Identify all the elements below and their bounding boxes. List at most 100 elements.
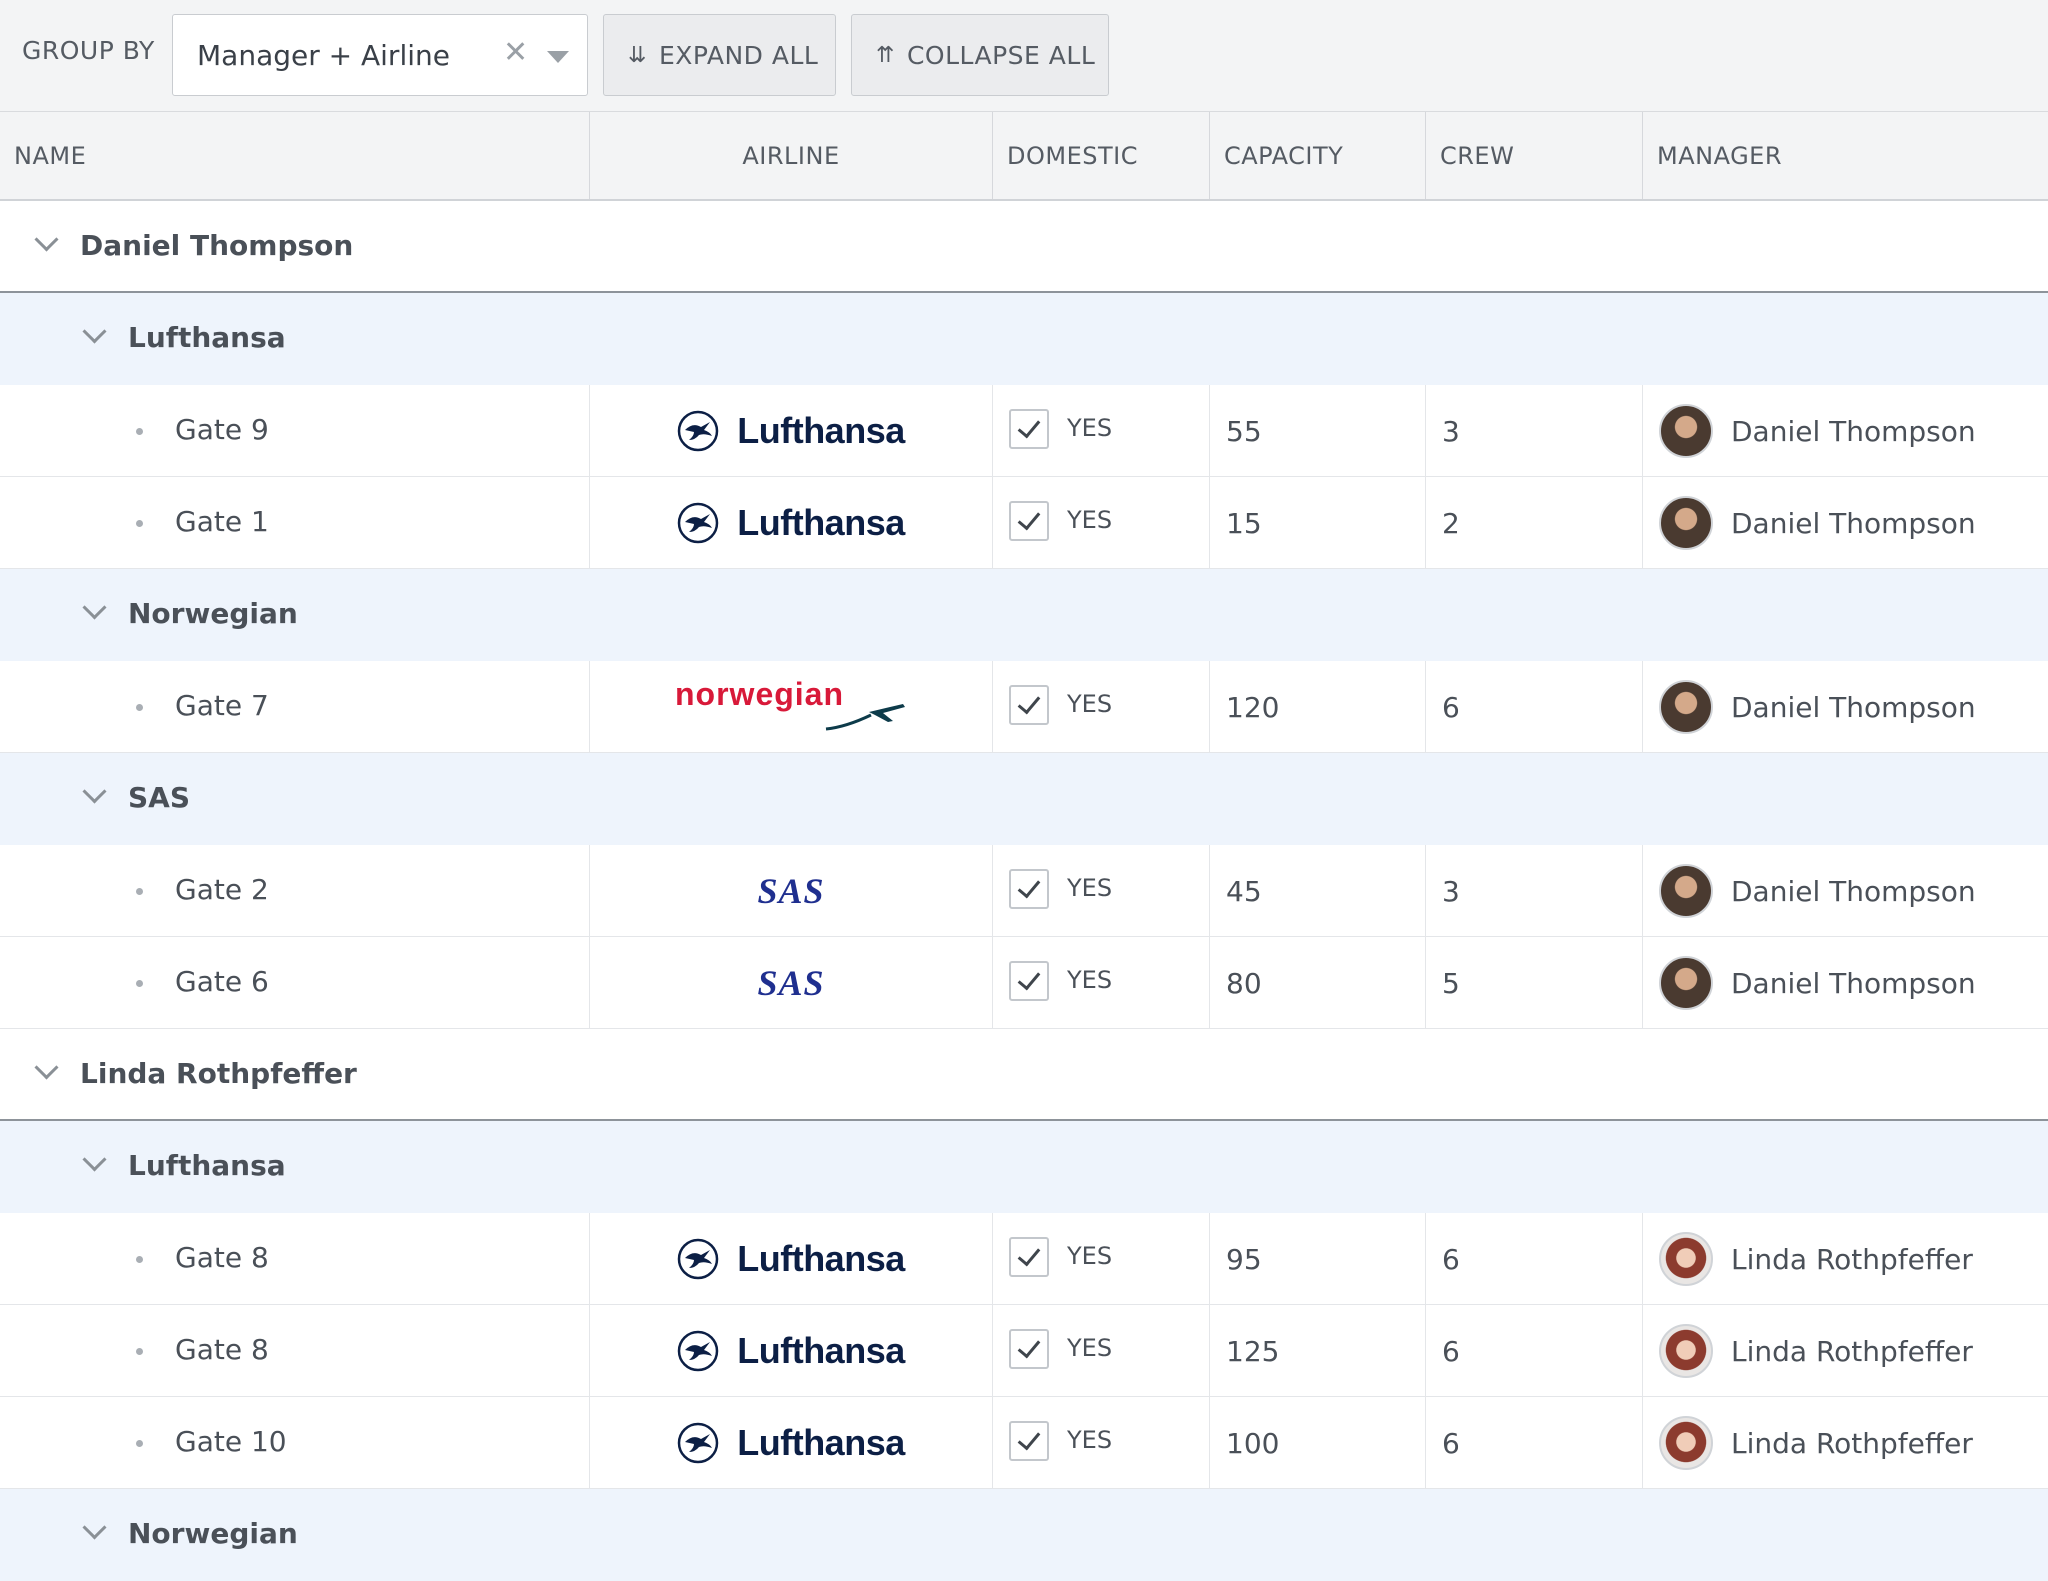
bullet-icon xyxy=(136,1256,143,1263)
avatar xyxy=(1659,1232,1713,1286)
cell-name: Gate 1 xyxy=(0,477,590,569)
chevron-down-icon[interactable] xyxy=(82,1147,107,1172)
cell-crew: 5 xyxy=(1426,937,1643,1029)
cell-airline: Lufthansa xyxy=(590,1397,993,1489)
cell-name: Gate 8 xyxy=(0,1305,590,1397)
domestic-checkbox[interactable] xyxy=(1009,961,1049,1001)
cell-manager: Daniel Thompson xyxy=(1643,477,2048,569)
column-header-airline[interactable]: AIRLINE xyxy=(590,112,993,199)
cell-capacity: 80 xyxy=(1210,937,1426,1029)
table-row[interactable]: Gate 7 norwegian YES 120 6 Daniel Thompson xyxy=(0,661,2048,753)
group-by-value: Manager + Airline xyxy=(197,39,450,72)
domestic-checkbox[interactable] xyxy=(1009,869,1049,909)
cell-domestic: YES xyxy=(993,937,1210,1029)
chevron-down-icon[interactable] xyxy=(82,319,107,344)
table-row[interactable]: Gate 9 Lufthansa YES 55 3 Daniel Thompson xyxy=(0,385,2048,477)
group-by-select[interactable]: Manager + Airline ✕ xyxy=(172,14,588,96)
crew-value: 6 xyxy=(1442,1242,1460,1276)
crew-value: 6 xyxy=(1442,690,1460,724)
domestic-checkbox[interactable] xyxy=(1009,501,1049,541)
manager-name: Linda Rothpfeffer xyxy=(1731,1426,1973,1460)
group-row-airline[interactable]: Norwegian xyxy=(0,569,2048,661)
group-title: Lufthansa xyxy=(128,321,286,354)
chevron-down-icon[interactable] xyxy=(34,1055,59,1080)
bullet-icon xyxy=(136,1440,143,1447)
gate-name: Gate 2 xyxy=(175,873,269,906)
crew-value: 5 xyxy=(1442,966,1460,1000)
group-row-manager[interactable]: Daniel Thompson xyxy=(0,201,2048,293)
capacity-value: 15 xyxy=(1226,506,1262,540)
column-header-crew[interactable]: CREW xyxy=(1426,112,1643,199)
cell-crew: 6 xyxy=(1426,1213,1643,1305)
cell-crew: 6 xyxy=(1426,661,1643,753)
cell-airline: SAS xyxy=(590,937,993,1029)
close-icon[interactable]: ✕ xyxy=(503,35,529,70)
column-header-manager[interactable]: MANAGER xyxy=(1657,141,1783,170)
crane-icon xyxy=(677,410,719,452)
table-row[interactable]: Gate 10 Lufthansa YES 100 6 Linda Rothpfeffer xyxy=(0,1397,2048,1489)
collapse-all-button[interactable]: ⇈ COLLAPSE ALL xyxy=(851,14,1109,96)
group-row-airline[interactable]: Lufthansa xyxy=(0,1121,2048,1213)
bullet-icon xyxy=(136,704,143,711)
group-row-airline[interactable]: SAS xyxy=(0,753,2048,845)
table-row[interactable]: Gate 8 Lufthansa YES 95 6 Linda Rothpfeffer xyxy=(0,1213,2048,1305)
chevron-down-icon[interactable] xyxy=(82,595,107,620)
avatar xyxy=(1659,864,1713,918)
cell-manager: Linda Rothpfeffer xyxy=(1643,1305,2048,1397)
expand-all-button[interactable]: ⇊ EXPAND ALL xyxy=(603,14,836,96)
group-title: Norwegian xyxy=(128,597,298,630)
domestic-checkbox[interactable] xyxy=(1009,409,1049,449)
swoosh-icon xyxy=(825,713,872,731)
domestic-checkbox[interactable] xyxy=(1009,1237,1049,1277)
group-row-airline[interactable]: Norwegian xyxy=(0,1489,2048,1581)
column-header-name[interactable]: NAME xyxy=(0,112,590,199)
chevron-down-icon[interactable] xyxy=(547,51,569,63)
bullet-icon xyxy=(136,428,143,435)
domestic-value: YES xyxy=(1067,1334,1113,1362)
group-row-airline[interactable]: Lufthansa xyxy=(0,293,2048,385)
table-row[interactable]: Gate 1 Lufthansa YES 15 2 Daniel Thompson xyxy=(0,477,2048,569)
lufthansa-wordmark: Lufthansa xyxy=(737,1238,905,1279)
cell-name: Gate 7 xyxy=(0,661,590,753)
column-header-domestic[interactable]: DOMESTIC xyxy=(993,112,1210,199)
sas-logo: SAS xyxy=(590,962,992,1004)
manager-name: Daniel Thompson xyxy=(1731,690,1976,724)
domestic-value: YES xyxy=(1067,1426,1113,1454)
column-header-capacity[interactable]: CAPACITY xyxy=(1210,112,1426,199)
cell-airline: SAS xyxy=(590,845,993,937)
sas-wordmark: SAS xyxy=(757,871,825,911)
domestic-checkbox[interactable] xyxy=(1009,685,1049,725)
cell-manager: Linda Rothpfeffer xyxy=(1643,1397,2048,1489)
table-row[interactable]: Gate 2 SAS YES 45 3 Daniel Thompson xyxy=(0,845,2048,937)
cell-capacity: 125 xyxy=(1210,1305,1426,1397)
capacity-value: 55 xyxy=(1226,414,1262,448)
cell-airline: norwegian xyxy=(590,661,993,753)
capacity-value: 125 xyxy=(1226,1334,1280,1368)
cell-manager: Daniel Thompson xyxy=(1643,661,2048,753)
crew-value: 6 xyxy=(1442,1334,1460,1368)
cell-manager: Daniel Thompson xyxy=(1643,937,2048,1029)
double-chevron-up-icon: ⇈ xyxy=(876,42,895,68)
cell-domestic: YES xyxy=(993,1305,1210,1397)
crew-value: 3 xyxy=(1442,414,1460,448)
cell-capacity: 120 xyxy=(1210,661,1426,753)
domestic-value: YES xyxy=(1067,414,1113,442)
crew-value: 3 xyxy=(1442,874,1460,908)
chevron-down-icon[interactable] xyxy=(82,779,107,804)
cell-crew: 3 xyxy=(1426,845,1643,937)
crane-icon xyxy=(677,1330,719,1372)
cell-manager: Daniel Thompson xyxy=(1643,385,2048,477)
avatar xyxy=(1659,496,1713,550)
lufthansa-logo: Lufthansa xyxy=(590,1330,992,1372)
lufthansa-wordmark: Lufthansa xyxy=(737,1422,905,1463)
group-title: Norwegian xyxy=(128,1517,298,1550)
table-row[interactable]: Gate 6 SAS YES 80 5 Daniel Thompson xyxy=(0,937,2048,1029)
table-row[interactable]: Gate 8 Lufthansa YES 125 6 Linda Rothpfeffer xyxy=(0,1305,2048,1397)
group-row-manager[interactable]: Linda Rothpfeffer xyxy=(0,1029,2048,1121)
cell-capacity: 55 xyxy=(1210,385,1426,477)
chevron-down-icon[interactable] xyxy=(34,227,59,252)
avatar xyxy=(1659,1416,1713,1470)
domestic-checkbox[interactable] xyxy=(1009,1329,1049,1369)
manager-name: Daniel Thompson xyxy=(1731,966,1976,1000)
domestic-checkbox[interactable] xyxy=(1009,1421,1049,1461)
